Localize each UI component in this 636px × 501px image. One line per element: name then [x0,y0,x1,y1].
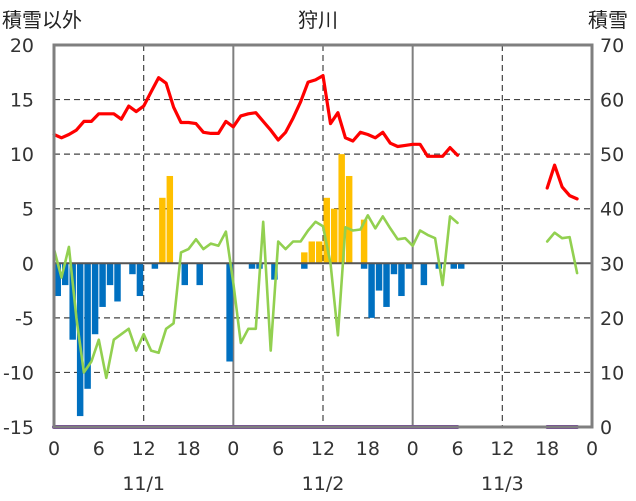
bar-temperature_drop [383,263,390,307]
line-red_line [545,163,579,201]
x-tick-label: 6 [451,438,463,460]
bar-precipitation [330,208,338,264]
bar-precipitation [360,219,368,264]
bar-temperature_drop [450,263,457,269]
right-tick-label: 60 [600,90,624,112]
x-tick-label: 0 [586,438,598,460]
right-tick-label: 70 [600,35,624,57]
date-label: 11/3 [481,473,524,495]
bar-temperature_drop [301,263,308,269]
bar-temperature_drop [360,263,368,269]
bar-precipitation [159,197,166,264]
bar-precipitation [308,241,316,264]
x-tick-label: 6 [93,438,105,460]
left-tick-label: 15 [10,90,34,112]
right-axis-title: 積雪 [588,8,628,32]
x-tick-label: 18 [356,438,380,460]
right-tick-label: 10 [600,362,624,384]
bar-temperature_drop [398,263,405,297]
bar-temperature_drop [458,263,465,269]
bar-temperature_drop [405,263,413,269]
bar-temperature_drop [84,263,91,389]
left-axis-title: 積雪以外 [2,8,82,32]
date-label: 11/1 [122,473,165,495]
bar-temperature_drop [114,263,121,302]
bar-temperature_drop [69,263,76,340]
bar-temperature_drop [248,263,256,269]
bar-precipitation [323,197,330,264]
x-tick-label: 12 [132,438,156,460]
left-tick-label: 20 [10,35,34,57]
x-tick-label: 12 [490,438,514,460]
bar-temperature_drop [136,263,144,297]
bar-precipitation [345,175,353,264]
bar-temperature_drop [54,263,61,297]
bar-temperature_drop [390,263,398,275]
line-green_line [545,231,579,275]
bar-temperature_drop [181,263,188,286]
bar-temperature_drop [151,263,159,269]
plot-frame [52,43,594,429]
bar-temperature_drop [196,263,203,286]
right-tick-label: 30 [600,253,624,275]
bar-temperature_drop [106,263,114,286]
bar-temperature_drop [375,263,383,291]
bar-temperature_drop [99,263,106,307]
left-tick-label: 0 [22,253,34,275]
chart-title: 狩川 [298,8,338,32]
left-tick-label: -10 [3,362,34,384]
x-tick-label: 18 [176,438,200,460]
bar-precipitation [338,154,345,264]
right-tick-label: 50 [600,144,624,166]
bar-temperature_drop [368,263,375,318]
right-tick-label: 40 [600,199,624,221]
bar-temperature_drop [271,263,278,280]
left-tick-label: 5 [22,199,34,221]
bar-temperature_drop [129,263,136,275]
x-tick-label: 18 [535,438,559,460]
bar-precipitation [316,241,323,264]
left-tick-label: -5 [15,308,34,330]
bar-temperature_drop [61,263,69,286]
date-label: 11/2 [302,473,345,495]
left-tick-label: 10 [10,144,34,166]
x-tick-label: 6 [272,438,284,460]
left-tick-label: -15 [3,417,34,439]
x-tick-label: 0 [407,438,419,460]
x-tick-label: 0 [227,438,239,460]
bar-precipitation [301,252,308,264]
bar-temperature_drop [420,263,428,286]
x-tick-label: 0 [48,438,60,460]
line-red_line [52,74,460,158]
bar-temperature_drop [226,263,233,362]
x-tick-label: 12 [311,438,335,460]
right-tick-label: 20 [600,308,624,330]
bar-precipitation [166,175,174,264]
line-green_line [52,214,459,380]
bar-temperature_drop [91,263,99,335]
right-tick-label: 0 [600,417,612,439]
